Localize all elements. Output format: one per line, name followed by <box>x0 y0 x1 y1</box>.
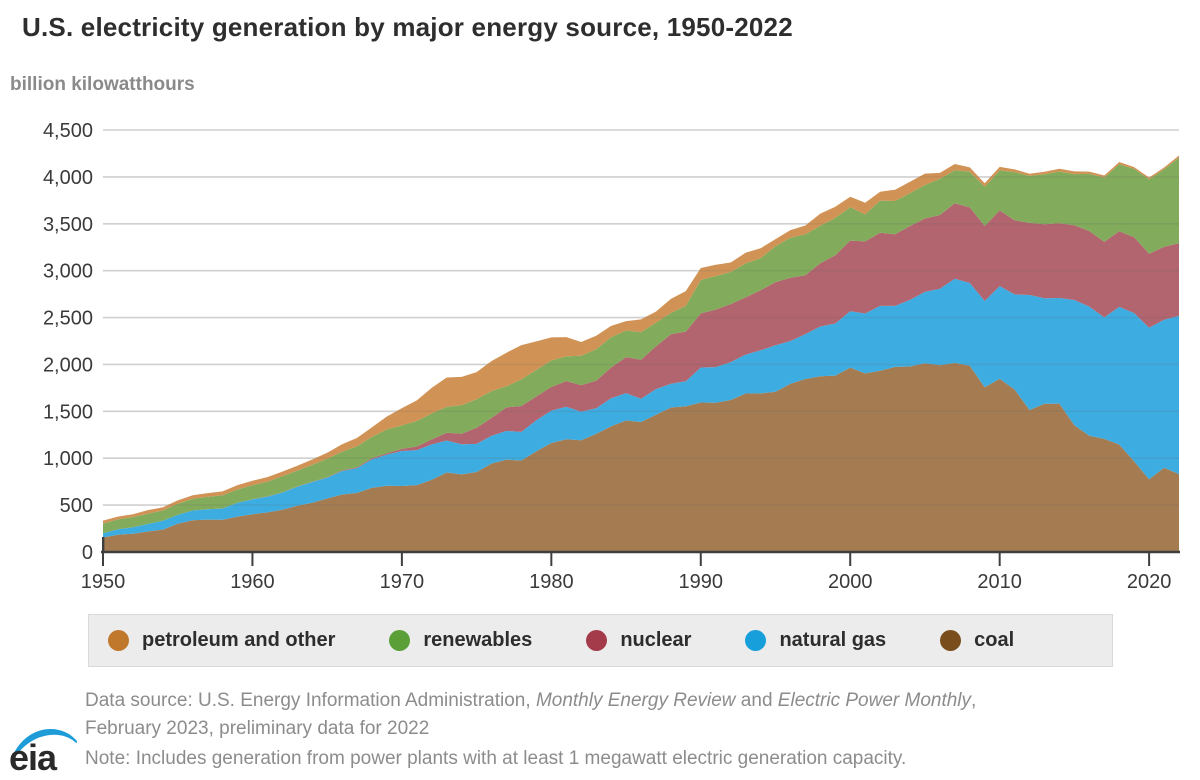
legend-item-nuclear: nuclear <box>586 629 691 652</box>
y-tick-label-1000: 1,000 <box>43 448 93 470</box>
x-tick-label-1990: 1990 <box>679 571 724 593</box>
legend-dot-petroleum-and-other <box>108 630 129 651</box>
legend-label-natural-gas: natural gas <box>779 629 887 651</box>
area-coal <box>103 362 1179 552</box>
chart-footer: Data source: U.S. Energy Information Adm… <box>85 687 1165 773</box>
legend-label-coal: coal <box>974 629 1015 651</box>
legend-dot-renewables <box>389 630 411 651</box>
chart-y-axis-unit-label: billion kilowatthours <box>10 74 195 95</box>
y-tick-label-500: 500 <box>60 495 93 517</box>
area-nuclear <box>103 203 1179 534</box>
data-source-segment: and <box>735 690 778 711</box>
area-petroleum-and-other <box>103 155 1179 524</box>
publication-name: Electric Power Monthly <box>777 690 972 711</box>
x-tick-label-2000: 2000 <box>828 571 873 593</box>
legend-item-renewables: renewables <box>389 629 532 652</box>
x-tick-label-1970: 1970 <box>380 571 425 593</box>
y-tick-label-4500: 4,500 <box>43 120 93 142</box>
publication-name: Monthly Energy Review <box>535 690 736 711</box>
stacked-area-chart: 1950 1960 1970 1980 1990 2000 2010 2020 0 500 1,00… <box>43 120 1180 593</box>
y-tick-label-3500: 3,500 <box>43 214 93 236</box>
y-tick-label-1500: 1,500 <box>43 401 93 423</box>
x-tick-label-1950: 1950 <box>81 571 126 593</box>
note-text: Note: Includes generation from power pla… <box>85 748 907 769</box>
legend-dot-natural-gas <box>745 630 767 651</box>
x-tick-label-2010: 2010 <box>977 571 1022 593</box>
legend-dot-coal <box>940 630 962 651</box>
data-source-segment: Data source: U.S. Energy Information Adm… <box>85 690 536 711</box>
y-tick-label-2500: 2,500 <box>43 308 93 330</box>
y-tick-label-4000: 4,000 <box>43 167 93 189</box>
eia-logo: eia <box>9 728 78 776</box>
legend-label-renewables: renewables <box>423 629 533 651</box>
legend-label-petroleum-and-other: petroleum and other <box>142 629 336 651</box>
y-tick-label-2000: 2,000 <box>43 354 93 376</box>
chart-legend: petroleum and other renewables nuclear natu… <box>88 614 1113 667</box>
y-tick-label-3000: 3,000 <box>43 261 93 283</box>
chart-title: U.S. electricity generation by major ene… <box>22 12 793 42</box>
legend-item-coal: coal <box>940 629 1014 652</box>
data-source-segment: , <box>971 690 977 711</box>
x-tick-label-1960: 1960 <box>230 571 275 593</box>
data-source-line2: February 2023, preliminary data for 2022 <box>85 718 430 739</box>
eia-logo-swoosh-icon <box>11 728 78 761</box>
eia-logo-text: eia <box>9 737 58 776</box>
legend-label-nuclear: nuclear <box>620 629 692 651</box>
x-tick-label-1980: 1980 <box>529 571 574 593</box>
legend-item-petroleum-and-other: petroleum and other <box>108 629 335 652</box>
area-natural-gas <box>103 278 1179 538</box>
area-renewables <box>103 157 1179 534</box>
legend-dot-nuclear <box>586 630 608 651</box>
y-tick-label-0: 0 <box>82 542 93 564</box>
x-tick-label-2020: 2020 <box>1127 571 1172 593</box>
legend-item-natural-gas: natural gas <box>745 629 886 652</box>
data-source-text: Data source: U.S. Energy Information Adm… <box>85 687 1165 743</box>
